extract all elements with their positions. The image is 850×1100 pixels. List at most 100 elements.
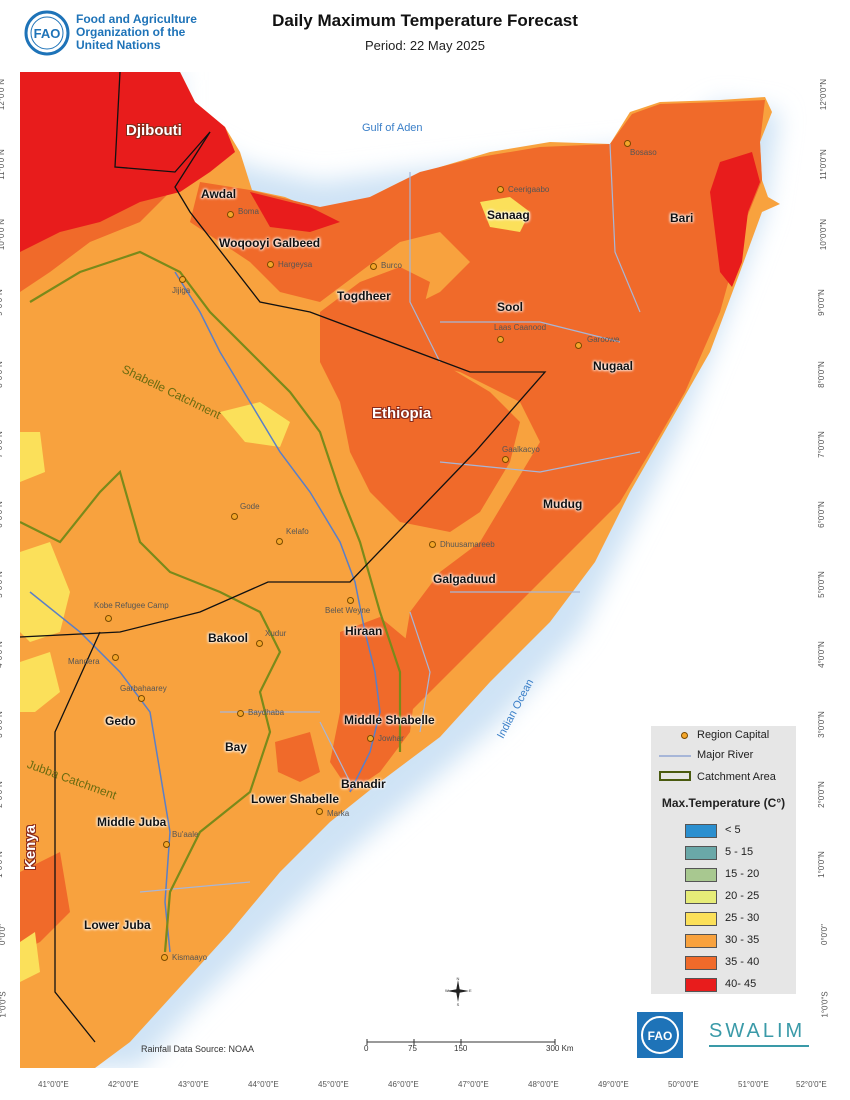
legend-class-label: 30 - 35 <box>725 934 760 946</box>
city-boroma: Boma <box>238 207 259 216</box>
legend-class-label: 25 - 30 <box>725 912 760 924</box>
legend-catchment-area: Catchment Area <box>697 771 776 783</box>
region-lower-juba: Lower Juba <box>84 918 151 932</box>
city-laas-caanood: Laas Caanood <box>494 323 547 332</box>
region-capital-marker <box>237 710 244 717</box>
legend-swatch <box>685 912 717 926</box>
legend-swatch <box>685 956 717 970</box>
lat-tick: 6°0'0"N <box>0 501 4 528</box>
gulf-of-aden-label: Gulf of Aden <box>362 122 423 134</box>
lat-tick: 6°0'0"N <box>816 501 826 528</box>
legend-swatch <box>685 846 717 860</box>
zone-35-40-kenya <box>20 852 70 952</box>
region-capital-marker <box>367 735 374 742</box>
country-label-ethiopia: Ethiopia <box>372 405 432 422</box>
lat-tick: 4°0'0"N <box>0 641 4 668</box>
zone-25-30-sw <box>20 932 40 982</box>
lat-tick: 10°0'0"N <box>819 218 829 251</box>
lat-tick: 7°0'0"N <box>816 431 826 458</box>
city-marka: Marka <box>327 809 350 818</box>
region-capital-marker <box>497 336 504 343</box>
lat-tick: 2°0'0"N <box>0 781 4 808</box>
zone-35-40-east <box>320 267 520 532</box>
zone-40-45-bari <box>710 152 760 287</box>
lat-tick: 5°0'0"N <box>0 571 4 598</box>
lat-tick: 1°0'0"S <box>820 991 830 1018</box>
legend-major-river: Major River <box>697 749 754 761</box>
shabelle-river <box>174 271 381 793</box>
zone-35-40-bay <box>275 732 320 782</box>
city-gode: Gode <box>240 502 260 511</box>
svg-text:E: E <box>469 988 472 993</box>
scale-label: 150 <box>454 1044 468 1053</box>
region-capital-marker <box>347 597 354 604</box>
scale-bar <box>366 1034 556 1045</box>
region-capital-marker <box>231 513 238 520</box>
lat-tick: 12°0'0"N <box>0 78 7 111</box>
region-bakool: Bakool <box>208 631 249 645</box>
lon-tick: 49°0'0"E <box>598 1080 629 1089</box>
lat-tick: 1°0'0"N <box>816 851 826 878</box>
region-capital-marker <box>179 276 186 283</box>
river-legend-icon <box>659 755 691 757</box>
zone-25-30-sanaag <box>480 197 530 232</box>
legend-swatch <box>685 868 717 882</box>
map-title: Daily Maximum Temperature Forecast <box>272 11 578 30</box>
jubba-river <box>29 591 171 953</box>
lat-tick: 3°0'0"N <box>816 711 826 738</box>
region-capital-marker <box>575 342 582 349</box>
swalim-logo: SWALIM <box>709 1020 814 1050</box>
org-line-3: United Nations <box>76 38 161 52</box>
city-jowhar: Jowhar <box>378 734 404 743</box>
svg-text:S: S <box>457 1002 460 1006</box>
city-baydhaba: Baydhaba <box>248 708 285 717</box>
map-period: Period: 22 May 2025 <box>365 38 485 53</box>
svg-text:N: N <box>457 976 460 981</box>
region-capital-marker <box>316 808 323 815</box>
region-bari: Bari <box>670 211 694 225</box>
lat-tick: 8°0'0"N <box>816 361 826 388</box>
region-capital-legend-icon <box>681 732 688 739</box>
region-capital-marker <box>161 954 168 961</box>
scale-label: 0 <box>364 1044 369 1053</box>
region-mudug: Mudug <box>543 497 583 511</box>
lat-tick: 5°0'0"N <box>816 571 826 598</box>
lat-tick: 7°0'0"N <box>0 431 4 458</box>
lon-tick: 48°0'0"E <box>528 1080 559 1089</box>
catchment-legend-icon <box>659 771 691 781</box>
region-awdal: Awdal <box>201 187 237 201</box>
data-source: Rainfall Data Source: NOAA <box>141 1044 255 1054</box>
region-gedo: Gedo <box>105 714 136 728</box>
city-hargeysa: Hargeysa <box>278 260 313 269</box>
city-buaale: Bu'aale <box>172 830 199 839</box>
city-kelafo: Kelafo <box>286 527 309 536</box>
lat-tick: 9°0'0"N <box>0 289 4 316</box>
city-kobe-refugee-camp: Kobe Refugee Camp <box>94 601 169 610</box>
region-sanaag: Sanaag <box>487 208 530 222</box>
city-gaalkacyo: Gaalkacyo <box>502 445 540 454</box>
region-capital-marker <box>497 186 504 193</box>
region-capital-marker <box>276 538 283 545</box>
lat-tick: 12°0'0"N <box>819 78 829 111</box>
lon-tick: 46°0'0"E <box>388 1080 419 1089</box>
region-capital-marker <box>429 541 436 548</box>
lon-tick: 47°0'0"E <box>458 1080 489 1089</box>
region-banadir: Banadir <box>341 777 386 791</box>
lat-tick: 11°0'0"N <box>818 149 828 180</box>
zone-40-45-awdal <box>250 192 340 232</box>
org-line-2: Organization of the <box>76 25 186 39</box>
country-label-kenya: Kenya <box>22 824 39 870</box>
legend-region-capital: Region Capital <box>697 729 770 741</box>
legend-title: Max.Temperature (C°) <box>661 796 786 810</box>
fao-logo: FAO <box>24 10 70 56</box>
city-garoowe: Garoowe <box>587 335 620 344</box>
city-kismaayo: Kismaayo <box>172 953 208 962</box>
lat-tick: 3°0'0"N <box>0 711 4 738</box>
city-bosaso: Bosaso <box>630 148 657 157</box>
zone-25-30-kobe <box>20 542 70 642</box>
lat-tick: 8°0'0"N <box>0 361 4 388</box>
legend-class-label: 35 - 40 <box>725 956 760 968</box>
legend-swatch <box>685 934 717 948</box>
legend-swatch <box>685 824 717 838</box>
region-capital-marker <box>112 654 119 661</box>
